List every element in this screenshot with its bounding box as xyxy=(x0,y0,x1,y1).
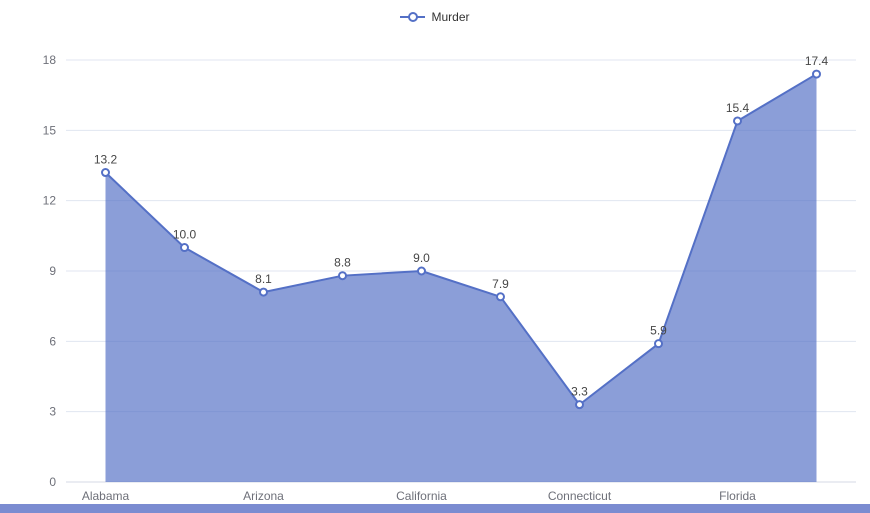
x-tick-label: Alabama xyxy=(82,489,130,503)
data-point-label: 13.2 xyxy=(94,153,118,167)
x-tick-label: Connecticut xyxy=(548,489,612,503)
legend-circle-marker xyxy=(407,12,418,22)
data-point[interactable] xyxy=(180,243,189,253)
y-tick-label: 15 xyxy=(43,123,57,137)
series-line xyxy=(104,73,818,406)
legend-line-circle-icon xyxy=(400,11,426,23)
x-tick-label: Florida xyxy=(719,489,756,503)
data-point[interactable] xyxy=(654,339,663,349)
data-point-label: 10.0 xyxy=(173,228,197,242)
data-point[interactable] xyxy=(417,266,426,276)
data-point-label: 8.1 xyxy=(255,272,272,286)
y-tick-label: 9 xyxy=(49,264,56,278)
y-tick-label: 12 xyxy=(43,194,57,208)
y-tick-label: 6 xyxy=(49,334,56,348)
data-point[interactable] xyxy=(101,168,110,178)
data-point[interactable] xyxy=(575,400,584,410)
legend: Murder xyxy=(0,6,870,28)
x-tick-label: California xyxy=(396,489,447,503)
data-point[interactable] xyxy=(259,287,268,297)
area-fill xyxy=(105,74,817,483)
data-point[interactable] xyxy=(733,116,742,126)
x-tick-label: Arizona xyxy=(243,489,284,503)
data-point-label: 17.4 xyxy=(805,54,829,68)
legend-label: Murder xyxy=(431,10,470,24)
y-tick-label: 18 xyxy=(43,53,57,67)
data-point-label: 9.0 xyxy=(413,251,430,265)
legend-item-murder[interactable]: Murder xyxy=(400,10,470,24)
data-point[interactable] xyxy=(812,69,821,79)
data-point[interactable] xyxy=(496,292,505,302)
data-point-label: 15.4 xyxy=(726,101,750,115)
data-point-label: 3.3 xyxy=(571,385,588,399)
y-tick-label: 3 xyxy=(49,405,56,419)
data-point-label: 5.9 xyxy=(650,324,667,338)
y-tick-label: 0 xyxy=(49,475,56,489)
data-point[interactable] xyxy=(338,271,347,281)
data-point-label: 8.8 xyxy=(334,256,351,270)
data-point-label: 7.9 xyxy=(492,277,509,291)
bottom-bar xyxy=(0,504,870,513)
